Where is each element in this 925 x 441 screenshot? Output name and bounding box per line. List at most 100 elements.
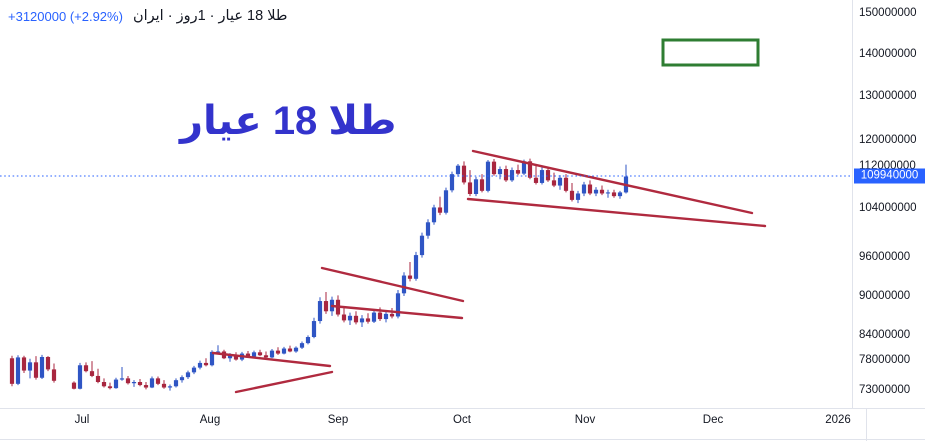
candlestick <box>293 346 299 353</box>
candlestick <box>311 317 317 339</box>
candlestick <box>413 251 419 281</box>
candlestick <box>45 356 51 372</box>
candlestick <box>503 165 509 182</box>
candlestick <box>269 348 275 359</box>
candlestick <box>131 380 137 387</box>
time-axis-tick: Sep <box>327 414 349 426</box>
wedge1-upper[interactable] <box>211 351 332 368</box>
candlestick <box>203 358 209 367</box>
candlestick <box>101 378 107 388</box>
candlestick <box>119 367 125 381</box>
price-axis-tick: 84000000 <box>859 329 911 341</box>
candlestick <box>51 363 57 383</box>
candlestick <box>9 355 15 387</box>
trendline-drawings[interactable] <box>211 149 767 394</box>
candlestick <box>257 349 263 357</box>
time-axis-tick: Oct <box>453 414 471 426</box>
candlestick <box>473 176 479 197</box>
candlestick <box>587 180 593 196</box>
candlestick <box>491 158 497 176</box>
candlestick <box>533 165 539 185</box>
candlestick <box>383 311 389 323</box>
candlestick <box>143 382 149 390</box>
candlestick <box>287 345 293 353</box>
candlestick <box>605 189 611 198</box>
candlestick <box>431 204 437 225</box>
candlestick <box>107 382 113 390</box>
candlestick <box>71 381 77 390</box>
candlestick <box>21 355 27 373</box>
wedge2-lower[interactable] <box>330 304 464 320</box>
wedge1-lower[interactable] <box>234 370 334 394</box>
green-rectangle-annotation[interactable] <box>661 38 760 67</box>
candlestick <box>497 166 503 180</box>
wedge2-upper[interactable] <box>320 266 465 303</box>
candlestick <box>617 190 623 199</box>
price-axis-tick: 120000000 <box>859 134 917 146</box>
price-change-value: +3120000 (+2.92%) <box>8 8 123 24</box>
candlestick <box>27 358 33 379</box>
wedge3-lower[interactable] <box>466 197 767 228</box>
candlestick <box>401 272 407 296</box>
price-axis-tick: 140000000 <box>859 48 917 60</box>
time-axis[interactable]: Jul Aug Sep Oct Nov Dec 2026 <box>0 408 925 441</box>
candlestick <box>173 378 179 388</box>
candlestick <box>569 182 575 202</box>
candlestick <box>155 376 161 386</box>
candlestick <box>263 351 269 359</box>
candlestick <box>323 291 329 314</box>
candlestick <box>557 175 563 190</box>
symbol-title[interactable]: طلا 18 عیار · 1روز · ایران <box>132 8 288 24</box>
candlestick <box>365 313 371 324</box>
candlestick <box>389 308 395 319</box>
candlestick <box>95 368 101 384</box>
candlestick <box>407 262 413 282</box>
candlestick <box>581 181 587 197</box>
candlestick <box>359 315 365 327</box>
candlestick <box>167 384 173 391</box>
candlestick <box>77 362 83 390</box>
candlestick <box>125 375 131 385</box>
candlestick <box>161 380 167 389</box>
plot-area[interactable] <box>0 0 852 408</box>
candlestick <box>425 219 431 239</box>
candlestick <box>275 347 281 355</box>
candlestick <box>185 370 191 379</box>
candlestick <box>33 356 39 380</box>
price-axis-tick: 104000000 <box>859 202 917 214</box>
candlestick <box>197 360 203 370</box>
candlestick <box>39 354 45 379</box>
candlestick-plot[interactable] <box>0 0 852 408</box>
candlestick <box>347 312 353 325</box>
candlestick <box>191 365 197 375</box>
candlestick <box>137 378 143 387</box>
chart-watermark: طلا 18 عیار <box>180 99 397 143</box>
candlestick <box>281 346 287 355</box>
candlestick <box>353 311 359 325</box>
bottom-divider <box>0 439 925 440</box>
candlestick <box>461 161 467 185</box>
price-axis[interactable]: 109940000 150000000 140000000 130000000 120… <box>852 0 925 408</box>
wedge3-upper[interactable] <box>471 149 754 215</box>
price-axis-tick: 78000000 <box>859 354 911 366</box>
candlestick <box>509 167 515 182</box>
candlestick <box>449 171 455 193</box>
candlestick <box>419 232 425 258</box>
candlestick <box>551 172 557 188</box>
candlestick <box>455 163 461 177</box>
candlestick <box>467 170 473 197</box>
candlestick <box>305 335 311 345</box>
price-axis-tick: 130000000 <box>859 90 917 102</box>
candlestick-series <box>9 158 629 391</box>
candlestick <box>371 309 377 324</box>
candlestick <box>599 185 605 196</box>
candlestick <box>515 164 521 176</box>
candlestick <box>395 289 401 319</box>
candlestick <box>15 355 21 386</box>
time-axis-tick: Dec <box>702 414 724 426</box>
candlestick <box>113 377 119 389</box>
candlestick <box>437 196 443 216</box>
candlestick <box>479 174 485 193</box>
candlestick <box>149 376 155 389</box>
candlestick <box>215 345 221 354</box>
